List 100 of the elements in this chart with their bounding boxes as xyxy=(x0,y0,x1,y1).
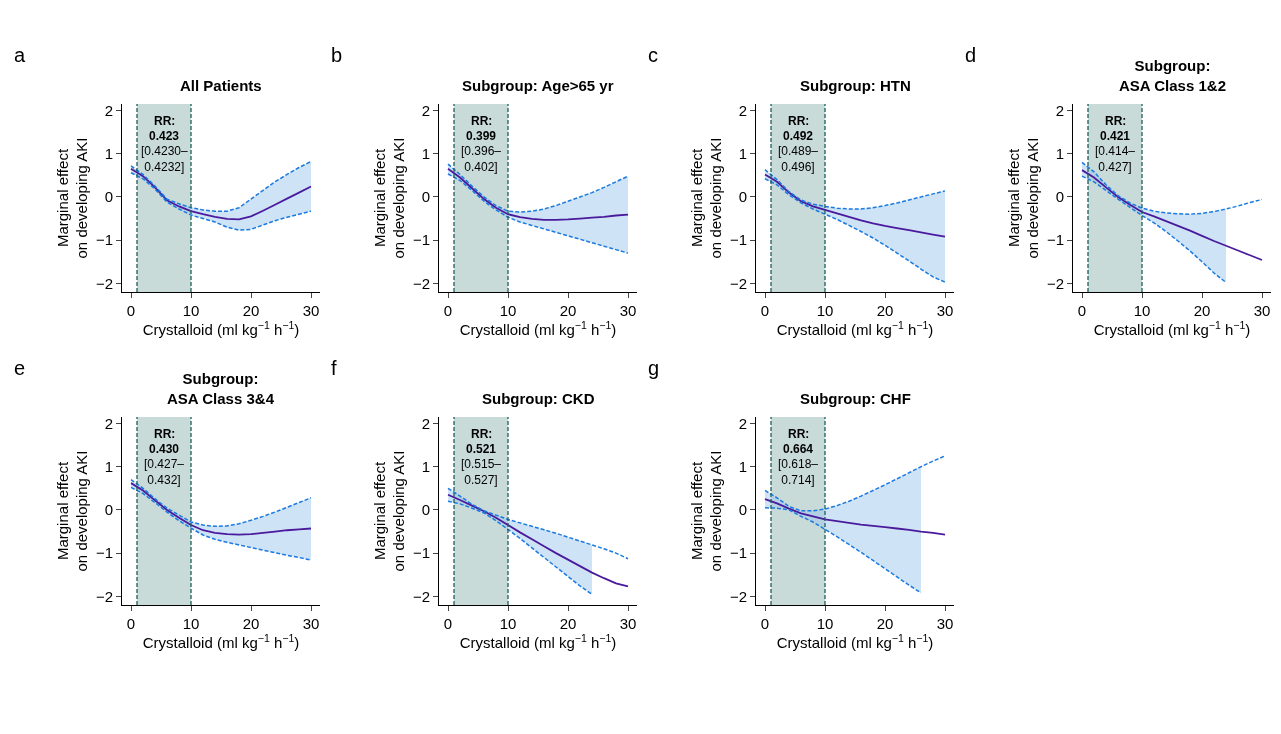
x-tick-label: 0 xyxy=(760,302,770,319)
x-tick-label: 0 xyxy=(126,615,136,632)
text: c xyxy=(648,44,658,66)
annotation: RR: xyxy=(154,114,176,128)
y-tick-label: 2 xyxy=(421,414,430,432)
y-axis-title: Marginal effect on developing AKI xyxy=(370,137,408,259)
y-tick-label: −1 xyxy=(95,231,113,249)
x-axis-title: Crystalloid (ml kg$^{−1}$ h$^{−1}$) xyxy=(142,319,300,339)
y-tick-label: −1 xyxy=(412,231,430,249)
y-tick-label: 0 xyxy=(421,501,430,519)
text: f xyxy=(331,357,337,379)
x-axis-title: Crystalloid (ml kg$^{−1}$ h$^{−1}$) xyxy=(142,632,300,652)
annotation: 0.423 xyxy=(149,129,180,143)
text: d xyxy=(965,44,977,66)
y-tick-label: 0 xyxy=(1055,188,1064,206)
text: a xyxy=(14,44,26,66)
y-axis-title: Marginal effect on developing AKI xyxy=(687,450,725,572)
x-tick-label: 30 xyxy=(619,302,637,319)
y-tick-label: 0 xyxy=(738,501,747,519)
y-tick-label: 0 xyxy=(738,188,747,206)
annotation: RR: xyxy=(471,427,493,441)
text: b xyxy=(331,44,343,66)
y-tick-label: −2 xyxy=(1046,274,1064,292)
y-tick-label: 1 xyxy=(738,457,747,475)
chart-title: Subgroup: CKD xyxy=(482,390,595,407)
y-axis-title: Marginal effect on developing AKI xyxy=(53,137,91,259)
y-tick-label: 1 xyxy=(104,144,113,162)
x-axis-title: Crystalloid (ml kg$^{−1}$ h$^{−1}$) xyxy=(776,319,934,339)
y-tick-label: −1 xyxy=(412,544,430,562)
annotation: 0.521 xyxy=(466,442,497,456)
annotation: RR: xyxy=(154,427,176,441)
x-tick-label: 30 xyxy=(936,302,954,319)
x-axis-title: Crystalloid (ml kg$^{−1}$ h$^{−1}$) xyxy=(1093,319,1251,339)
x-tick-label: 20 xyxy=(242,302,260,319)
x-tick-label: 0 xyxy=(760,615,770,632)
annotation: [0.618– 0.714] xyxy=(778,457,819,487)
x-tick-label: 10 xyxy=(816,302,834,319)
y-tick-label: −1 xyxy=(729,231,747,249)
x-tick-label: 20 xyxy=(876,302,894,319)
x-axis-title: Crystalloid (ml kg$^{−1}$ h$^{−1}$) xyxy=(459,632,617,652)
annotation: [0.414– 0.427] xyxy=(1095,144,1136,174)
chart-title: Subgroup: CHF xyxy=(800,390,911,407)
x-axis-title: Crystalloid (ml kg$^{−1}$ h$^{−1}$) xyxy=(776,632,934,652)
chart-title: Subgroup: HTN xyxy=(800,77,911,94)
y-axis-title: Marginal effect on developing AKI xyxy=(53,450,91,572)
y-tick-label: 2 xyxy=(104,414,113,432)
annotation: 0.430 xyxy=(149,442,180,456)
y-tick-label: −1 xyxy=(95,544,113,562)
text: g xyxy=(648,357,660,379)
y-tick-label: 1 xyxy=(421,144,430,162)
x-tick-label: 10 xyxy=(1133,302,1151,319)
y-tick-label: 2 xyxy=(1055,101,1064,119)
y-tick-label: 2 xyxy=(738,101,747,119)
x-tick-label: 0 xyxy=(126,302,136,319)
x-tick-label: 30 xyxy=(302,615,320,632)
annotation: [0.427– 0.432] xyxy=(144,457,185,487)
y-tick-label: −1 xyxy=(729,544,747,562)
x-tick-label: 20 xyxy=(559,615,577,632)
chart-title: Subgroup: ASA Class 1&2 xyxy=(1119,57,1226,94)
y-tick-label: 2 xyxy=(104,101,113,119)
line-series xyxy=(764,507,922,594)
x-tick-label: 20 xyxy=(242,615,260,632)
y-axis-title: Marginal effect on developing AKI xyxy=(1004,137,1042,259)
annotation: 0.492 xyxy=(783,129,814,143)
x-tick-label: 10 xyxy=(182,615,200,632)
y-tick-label: 1 xyxy=(738,144,747,162)
y-tick-label: −2 xyxy=(95,587,113,605)
line-series xyxy=(447,163,629,213)
x-tick-label: 0 xyxy=(443,302,453,319)
x-axis-title: Crystalloid (ml kg$^{−1}$ h$^{−1}$) xyxy=(459,319,617,339)
annotation: [0.396– 0.402] xyxy=(461,144,502,174)
x-tick-label: 20 xyxy=(876,615,894,632)
annotation: RR: xyxy=(788,114,810,128)
x-tick-label: 10 xyxy=(182,302,200,319)
x-tick-label: 10 xyxy=(499,615,517,632)
y-axis-title: Marginal effect on developing AKI xyxy=(687,137,725,259)
x-tick-label: 30 xyxy=(619,615,637,632)
y-tick-label: −2 xyxy=(412,587,430,605)
x-tick-label: 20 xyxy=(559,302,577,319)
x-tick-label: 10 xyxy=(816,615,834,632)
annotation: RR: xyxy=(788,427,810,441)
x-tick-label: 0 xyxy=(1077,302,1087,319)
line-series xyxy=(764,455,946,512)
annotation: [0.4230– 0.4232] xyxy=(141,144,189,174)
line-series xyxy=(764,498,946,536)
line-series xyxy=(764,173,946,238)
x-tick-label: 20 xyxy=(1193,302,1211,319)
x-tick-label: 30 xyxy=(1253,302,1271,319)
annotation: [0.489– 0.496] xyxy=(778,144,819,174)
x-tick-label: 30 xyxy=(936,615,954,632)
chart-title: All Patients xyxy=(180,77,262,94)
y-tick-label: −1 xyxy=(1046,231,1064,249)
annotation: 0.664 xyxy=(783,442,814,456)
x-tick-label: 10 xyxy=(499,302,517,319)
x-tick-label: 30 xyxy=(302,302,320,319)
annotation: 0.399 xyxy=(466,129,497,143)
annotation: RR: xyxy=(1105,114,1127,128)
annotation: 0.421 xyxy=(1100,129,1131,143)
chart-title: Subgroup: Age>65 yr xyxy=(462,77,614,94)
y-tick-label: −2 xyxy=(729,587,747,605)
